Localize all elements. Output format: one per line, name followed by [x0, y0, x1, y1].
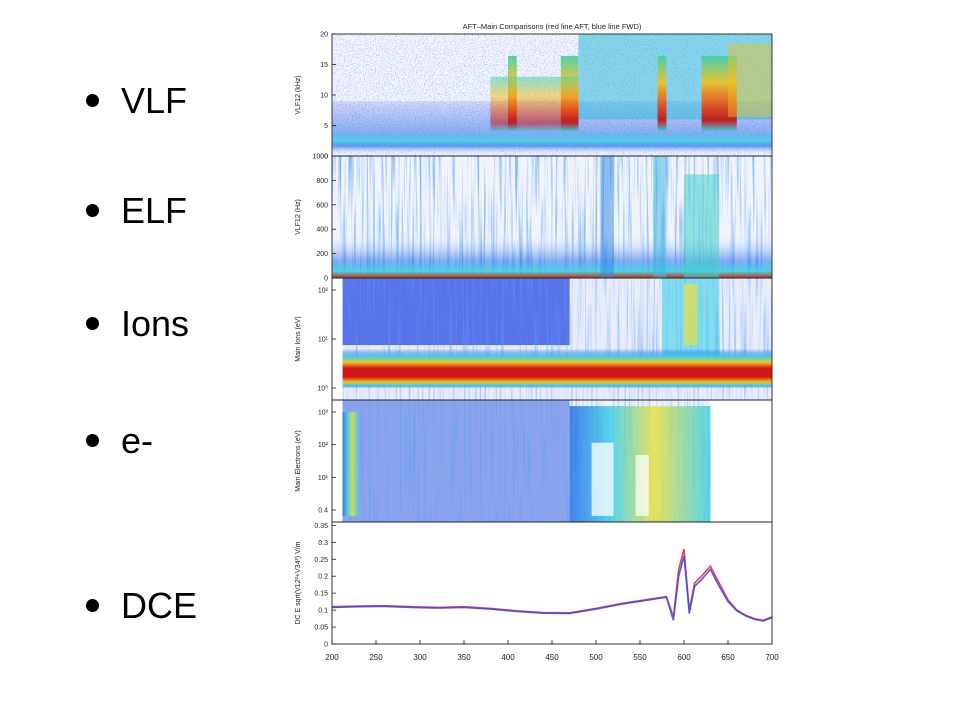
elf-column-1 — [600, 156, 614, 278]
dce-panel — [331, 548, 773, 622]
ions-yellow-patch — [684, 284, 698, 346]
dce-ytick-label: 0.35 — [314, 523, 328, 530]
xtick-label: 600 — [677, 653, 691, 662]
dce-ytick-label: 0.3 — [318, 540, 328, 547]
electrons-panel — [342, 400, 711, 522]
bullet-dot-icon — [86, 598, 99, 612]
dce-ytick-label: 0.2 — [318, 574, 328, 581]
dce-ytick-label: 0.05 — [314, 625, 328, 632]
xtick-label: 300 — [413, 653, 427, 662]
bullet-dot-icon — [86, 93, 99, 107]
electrons-ylabel: Main Electrons (eV) — [295, 430, 302, 491]
bullet-electrons: e- — [86, 420, 153, 462]
ions-ytick-label: 10⁰ — [317, 385, 328, 393]
elf-ytick-label: 200 — [316, 251, 328, 258]
electrons-ytick-label: 10² — [318, 442, 329, 449]
vlf-ytick-label: 20 — [320, 32, 328, 39]
ions-red-band — [342, 348, 772, 388]
bullet-label: Ions — [121, 303, 190, 344]
electrons-ytick-label: 10³ — [318, 410, 329, 417]
elf-ylabel: VLF12 (Hz) — [295, 199, 302, 235]
vlf-ytick-label: 10 — [320, 93, 328, 100]
ions-ytick-label: 10¹ — [318, 337, 329, 344]
electrons-ytick-label: 10¹ — [318, 475, 329, 482]
vlf-emission-region — [578, 34, 772, 120]
bullet-vlf: VLF — [86, 80, 187, 122]
bullet-dot-icon — [86, 316, 99, 330]
bullet-elf: ELF — [86, 190, 187, 232]
dce-ytick-label: 0.1 — [318, 608, 328, 615]
elf-ytick-label: 800 — [316, 178, 328, 185]
vlf-burst-wide — [490, 76, 579, 132]
bullet-label: ELF — [121, 190, 188, 231]
dce-frame — [331, 521, 773, 645]
vlf-ytick-label: 15 — [320, 62, 328, 69]
xtick-label: 250 — [369, 653, 383, 662]
figure-panels — [331, 34, 773, 622]
dce-ytick-label: 0 — [324, 642, 328, 649]
bullet-dce: DCE — [86, 585, 197, 627]
elf-ytick-label: 600 — [316, 202, 328, 209]
ions-panel — [342, 278, 772, 400]
dce-ylabel: DC E sqrt(V12²+V34²) V/m — [295, 541, 302, 624]
dce-ytick-label: 0.25 — [314, 557, 328, 564]
figure-axes: AFT–Main Comparisons (red line AFT, blue… — [295, 22, 779, 662]
xtick-label: 200 — [325, 653, 339, 662]
elf-column-3 — [684, 174, 720, 278]
ions-ylabel: Main Ions (eV) — [295, 316, 302, 362]
vlf-burst-right — [728, 43, 772, 117]
bullet-dot-icon — [86, 203, 99, 217]
vlf-ylabel: VLF12 (kHz) — [295, 75, 302, 114]
slide-bullet-list: VLF ELF Ions e- DCE — [86, 0, 286, 720]
xtick-label: 450 — [545, 653, 559, 662]
xtick-label: 550 — [633, 653, 647, 662]
elf-column-2 — [653, 156, 667, 278]
bullet-label: VLF — [121, 80, 188, 121]
xtick-label: 650 — [721, 653, 735, 662]
xtick-label: 400 — [501, 653, 515, 662]
vlf-burst-2 — [657, 55, 667, 132]
vlf-ytick-label: 5 — [324, 123, 328, 130]
elf-ytick-label: 0 — [324, 276, 328, 283]
electrons-ytick-label: 0.4 — [318, 508, 328, 515]
vlf-burst-3 — [701, 55, 737, 132]
dce-series-0 — [331, 548, 773, 622]
xtick-label: 350 — [457, 653, 471, 662]
vlf-ytick-label: 0 — [324, 154, 328, 161]
xtick-label: 700 — [765, 653, 779, 662]
bullet-label: DCE — [121, 585, 198, 626]
electrons-gap-1 — [591, 442, 614, 516]
dce-ytick-label: 0.15 — [314, 591, 328, 598]
ions-ytick-label: 10² — [318, 288, 329, 295]
xtick-label: 500 — [589, 653, 603, 662]
electrons-patch-left — [342, 412, 359, 516]
bullet-label: e- — [121, 420, 154, 461]
dce-series-1 — [331, 555, 773, 622]
elf-ytick-label: 1000 — [312, 154, 328, 161]
bullet-ions: Ions — [86, 303, 189, 345]
elf-panel — [332, 156, 772, 278]
bullet-dot-icon — [86, 433, 99, 447]
chart-title: AFT–Main Comparisons (red line AFT, blue… — [463, 22, 642, 31]
electrons-gap-2 — [635, 454, 649, 516]
vlf-panel — [332, 34, 772, 156]
elf-ytick-label: 400 — [316, 227, 328, 234]
